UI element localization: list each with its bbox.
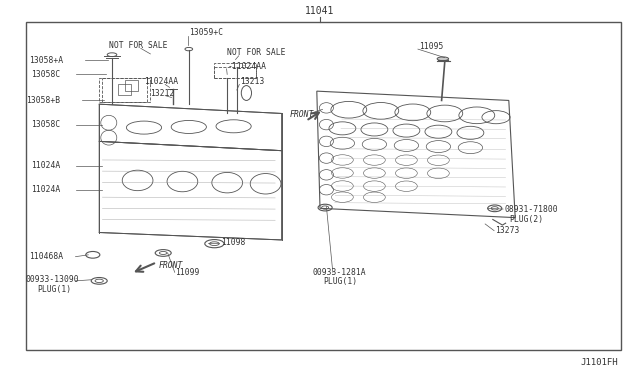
Text: 08931-71800: 08931-71800 <box>504 205 558 214</box>
Text: -11024AA: -11024AA <box>227 62 266 71</box>
Bar <box>118 84 131 95</box>
Text: FRONT: FRONT <box>289 110 314 119</box>
Text: 13212: 13212 <box>150 89 175 97</box>
Text: 11095: 11095 <box>419 42 444 51</box>
Text: 00933-13090: 00933-13090 <box>26 275 79 284</box>
Text: 11024A: 11024A <box>31 161 60 170</box>
Text: 11041: 11041 <box>305 6 335 16</box>
Text: 13058C: 13058C <box>31 70 60 79</box>
Bar <box>125 80 138 91</box>
Text: 00933-1281A: 00933-1281A <box>312 268 366 277</box>
Text: 13273: 13273 <box>495 226 519 235</box>
Text: 11098: 11098 <box>221 238 245 247</box>
Text: J1101FH: J1101FH <box>580 358 618 367</box>
Ellipse shape <box>437 57 449 61</box>
Text: 13058+B: 13058+B <box>26 96 60 105</box>
Text: PLUG(2): PLUG(2) <box>509 215 543 224</box>
Text: 11024AA: 11024AA <box>144 77 178 86</box>
Text: 13058+A: 13058+A <box>29 56 63 65</box>
Text: 11099: 11099 <box>175 268 200 277</box>
Text: NOT FOR SALE: NOT FOR SALE <box>109 41 167 50</box>
Text: 13213: 13213 <box>240 77 264 86</box>
Text: 110468A: 110468A <box>29 252 63 261</box>
Bar <box>99 78 150 102</box>
Text: FRONT: FRONT <box>159 261 183 270</box>
Bar <box>26 22 621 350</box>
Bar <box>214 63 256 78</box>
Text: NOT FOR SALE: NOT FOR SALE <box>227 48 285 57</box>
Text: 11024A: 11024A <box>31 185 60 194</box>
Text: PLUG(1): PLUG(1) <box>323 277 357 286</box>
Text: PLUG(1): PLUG(1) <box>37 285 71 294</box>
Text: 13058C: 13058C <box>31 120 60 129</box>
Text: 13059+C: 13059+C <box>189 28 223 37</box>
